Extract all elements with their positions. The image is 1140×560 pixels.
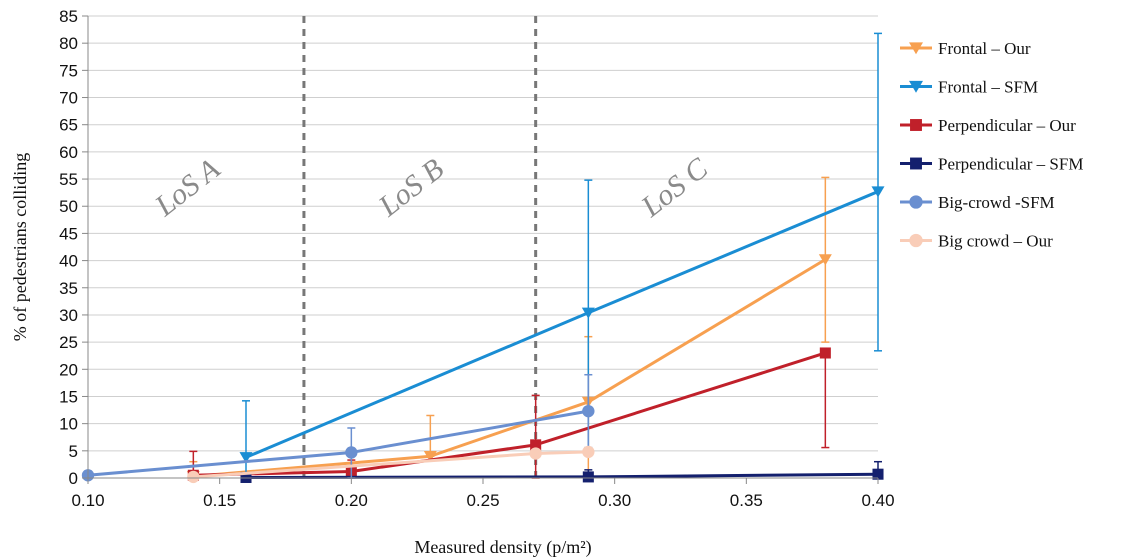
- y-tick-label: 85: [59, 7, 78, 26]
- data-point: [239, 452, 253, 464]
- legend-label: Big-crowd -SFM: [938, 193, 1055, 212]
- data-point: [423, 451, 437, 463]
- data-point: [240, 471, 252, 483]
- x-tick-label: 0.30: [598, 491, 631, 510]
- y-tick-label: 25: [59, 333, 78, 352]
- y-tick-label: 10: [59, 415, 78, 434]
- legend-item: Frontal – SFM: [900, 78, 1038, 97]
- data-point: [582, 445, 595, 459]
- legend: Frontal – Our Frontal – SFM Perpendicular …: [900, 39, 1083, 251]
- data-point: [530, 439, 542, 451]
- data-point: [529, 447, 542, 460]
- x-tick-label: 0.40: [861, 491, 894, 510]
- series: [240, 460, 884, 483]
- data-point: [582, 471, 594, 483]
- legend-label: Frontal – SFM: [938, 78, 1038, 97]
- data-point: [909, 195, 923, 209]
- data-point: [818, 254, 832, 266]
- y-tick-label: 55: [59, 170, 78, 189]
- region-label: LoS A: [148, 152, 226, 223]
- legend-item: Perpendicular – SFM: [900, 155, 1083, 174]
- y-tick-label: 70: [59, 89, 78, 108]
- legend-label: Perpendicular – SFM: [938, 155, 1083, 174]
- data-point: [910, 157, 922, 170]
- axes: 0 5 10 15 20 25 30 35 40 45 50 55 60 65 70 75 80 85 0.10 0.…: [59, 7, 894, 510]
- data-point: [909, 42, 923, 55]
- x-tick-label: 0.15: [203, 491, 236, 510]
- series: [186, 176, 832, 483]
- region-label: LoS C: [634, 151, 714, 224]
- data-point: [909, 80, 923, 93]
- x-tick-label: 0.10: [71, 491, 104, 510]
- series: [187, 445, 595, 484]
- x-tick-label: 0.20: [335, 491, 368, 510]
- y-tick-label: 5: [69, 442, 78, 461]
- y-tick-label: 40: [59, 252, 78, 271]
- data-point: [345, 446, 358, 459]
- data-point: [187, 470, 200, 484]
- y-tick-label: 30: [59, 306, 78, 325]
- series-line: [193, 351, 826, 477]
- data-point: [909, 233, 923, 248]
- x-tick-label: 0.25: [466, 491, 499, 510]
- y-tick-label: 0: [69, 469, 78, 488]
- legend-item: Big-crowd -SFM: [900, 193, 1055, 212]
- legend-label: Frontal – Our: [938, 39, 1031, 58]
- series-line: [245, 190, 879, 459]
- data-point: [871, 186, 885, 198]
- data-point: [872, 468, 884, 480]
- y-tick-label: 80: [59, 34, 78, 53]
- x-tick-label: 0.35: [730, 491, 763, 510]
- legend-item: Frontal – Our: [900, 39, 1031, 58]
- y-tick-label: 35: [59, 279, 78, 298]
- x-axis-title: Measured density (p/m²): [414, 537, 591, 558]
- y-tick-label: 20: [59, 360, 78, 379]
- data-point: [581, 307, 595, 319]
- y-tick-label: 15: [59, 387, 78, 406]
- series: [187, 347, 831, 481]
- region-label: LoS B: [372, 152, 450, 223]
- data-point: [582, 404, 595, 418]
- legend-label: Big crowd – Our: [938, 232, 1053, 251]
- los-regions: LoS A LoS B LoS C: [148, 16, 715, 478]
- series-line: [193, 258, 827, 478]
- y-axis-title: % of pedestrians colliding: [10, 153, 30, 341]
- series: [239, 32, 885, 479]
- legend-item: Perpendicular – Our: [900, 116, 1076, 135]
- y-tick-label: 45: [59, 224, 78, 243]
- legend-item: Big crowd – Our: [900, 232, 1053, 251]
- y-tick-label: 50: [59, 197, 78, 216]
- data-point: [910, 119, 922, 131]
- series-line: [245, 472, 879, 479]
- y-tick-label: 65: [59, 116, 78, 135]
- plot-series: [81, 32, 885, 484]
- y-tick-label: 60: [59, 143, 78, 162]
- y-tick-label: 75: [59, 61, 78, 80]
- grid-lines: [88, 15, 878, 479]
- legend-label: Perpendicular – Our: [938, 116, 1076, 135]
- data-point: [819, 347, 831, 359]
